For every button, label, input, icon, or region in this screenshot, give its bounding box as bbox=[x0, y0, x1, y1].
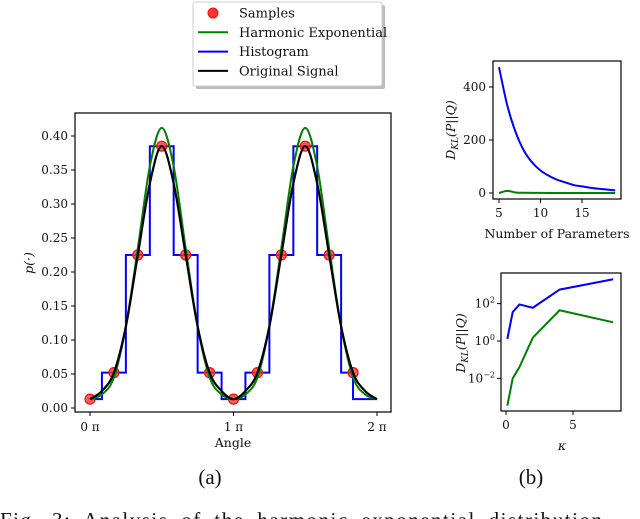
y-label-subscript: KL bbox=[451, 137, 461, 151]
legend-entry-label: Samples bbox=[239, 7, 295, 22]
y-axis-label: p(·) bbox=[21, 252, 36, 274]
y-tick-label: 400 bbox=[463, 80, 486, 94]
harmonic-series bbox=[498, 189, 616, 194]
y-tick-label: 102 bbox=[475, 296, 495, 311]
legend-entry-label: Histogram bbox=[239, 45, 309, 60]
x-tick-label: 10 bbox=[533, 206, 548, 220]
legend-entry-label: Original Signal bbox=[239, 64, 339, 79]
legend-entry-label: Harmonic Exponential bbox=[239, 26, 387, 41]
legend-samples-marker-icon bbox=[207, 7, 219, 19]
y-tick-label: 0.30 bbox=[41, 197, 68, 211]
y-label-main: D bbox=[443, 150, 458, 161]
axes-frame bbox=[74, 112, 392, 413]
y-tick-label: 0 bbox=[478, 186, 486, 200]
subcaption-a: (a) bbox=[198, 465, 221, 489]
panel-b-parameters-plot: 0 200 400 5 10 15 Number of Parameters DKL(P||Q… bbox=[443, 60, 630, 241]
y-tick-label: 0.25 bbox=[41, 231, 68, 245]
harmonic-series bbox=[506, 309, 614, 406]
x-tick-label: 1 π bbox=[224, 420, 243, 434]
x-tick-label: 0 bbox=[502, 418, 510, 432]
y-tick-label: 200 bbox=[463, 133, 486, 147]
y-tick-label: 0.05 bbox=[41, 367, 68, 381]
y-tick-label: 0.10 bbox=[41, 333, 68, 347]
y-tick-label: 0.20 bbox=[41, 265, 68, 279]
x-tick-label: 2 π bbox=[367, 420, 386, 434]
y-tick-label: 0.00 bbox=[41, 401, 68, 415]
original-signal-series bbox=[89, 145, 378, 401]
x-tick-label: 15 bbox=[574, 206, 589, 220]
y-label-subscript: KL bbox=[461, 350, 471, 364]
histogram-series bbox=[506, 278, 614, 340]
y-label-argument: (P||Q) bbox=[443, 100, 458, 137]
histogram-series bbox=[498, 66, 616, 192]
panel-a-angle-plot: 0.00 0.05 0.10 0.15 0.20 0.25 0.30 0.35 0.40 0 π 1… bbox=[21, 112, 392, 450]
y-label-main: D bbox=[453, 363, 468, 374]
y-tick-label: 0.40 bbox=[41, 129, 68, 143]
x-tick-label: 0 π bbox=[80, 420, 99, 434]
histogram-series bbox=[90, 145, 377, 401]
x-tick-label: 5 bbox=[569, 418, 577, 432]
y-tick-label: 0.15 bbox=[41, 299, 68, 313]
x-tick-label: 5 bbox=[495, 206, 503, 220]
figure-caption: Fig. 3: Analysis of the harmonic exponen… bbox=[0, 508, 603, 519]
axes-frame bbox=[492, 60, 622, 200]
y-axis-label: DKL(P||Q) bbox=[443, 100, 461, 161]
axes-frame bbox=[500, 272, 622, 412]
harmonic-exponential-series bbox=[89, 126, 378, 401]
y-tick-label: 0.35 bbox=[41, 163, 68, 177]
y-axis-label: DKL(P||Q) bbox=[453, 313, 471, 374]
x-axis-label: κ bbox=[557, 438, 567, 453]
legend-box bbox=[192, 1, 383, 87]
x-axis-label: Number of Parameters bbox=[484, 226, 629, 241]
subcaption-b: (b) bbox=[519, 465, 544, 489]
panel-b-kappa-plot: 10−2 100 102 0 5κ DKL(P||Q) bbox=[453, 272, 622, 453]
legend: Samples Harmonic Exponential Histogram Orig… bbox=[192, 1, 387, 89]
y-label-argument: (P||Q) bbox=[453, 313, 468, 350]
y-tick-label: 10−2 bbox=[468, 370, 495, 385]
y-tick-label: 100 bbox=[475, 333, 495, 348]
x-axis-label: Angle bbox=[214, 435, 251, 450]
